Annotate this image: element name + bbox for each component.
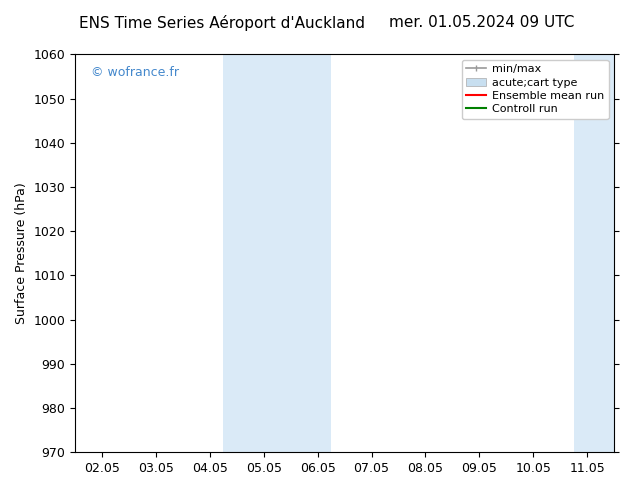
Y-axis label: Surface Pressure (hPa): Surface Pressure (hPa) — [15, 182, 28, 324]
Text: © wofrance.fr: © wofrance.fr — [91, 66, 179, 79]
Bar — [223, 54, 331, 452]
Text: ENS Time Series Aéroport d'Auckland: ENS Time Series Aéroport d'Auckland — [79, 15, 365, 31]
Text: mer. 01.05.2024 09 UTC: mer. 01.05.2024 09 UTC — [389, 15, 574, 30]
Legend: min/max, acute;cart type, Ensemble mean run, Controll run: min/max, acute;cart type, Ensemble mean … — [462, 60, 609, 119]
Bar — [574, 54, 628, 452]
